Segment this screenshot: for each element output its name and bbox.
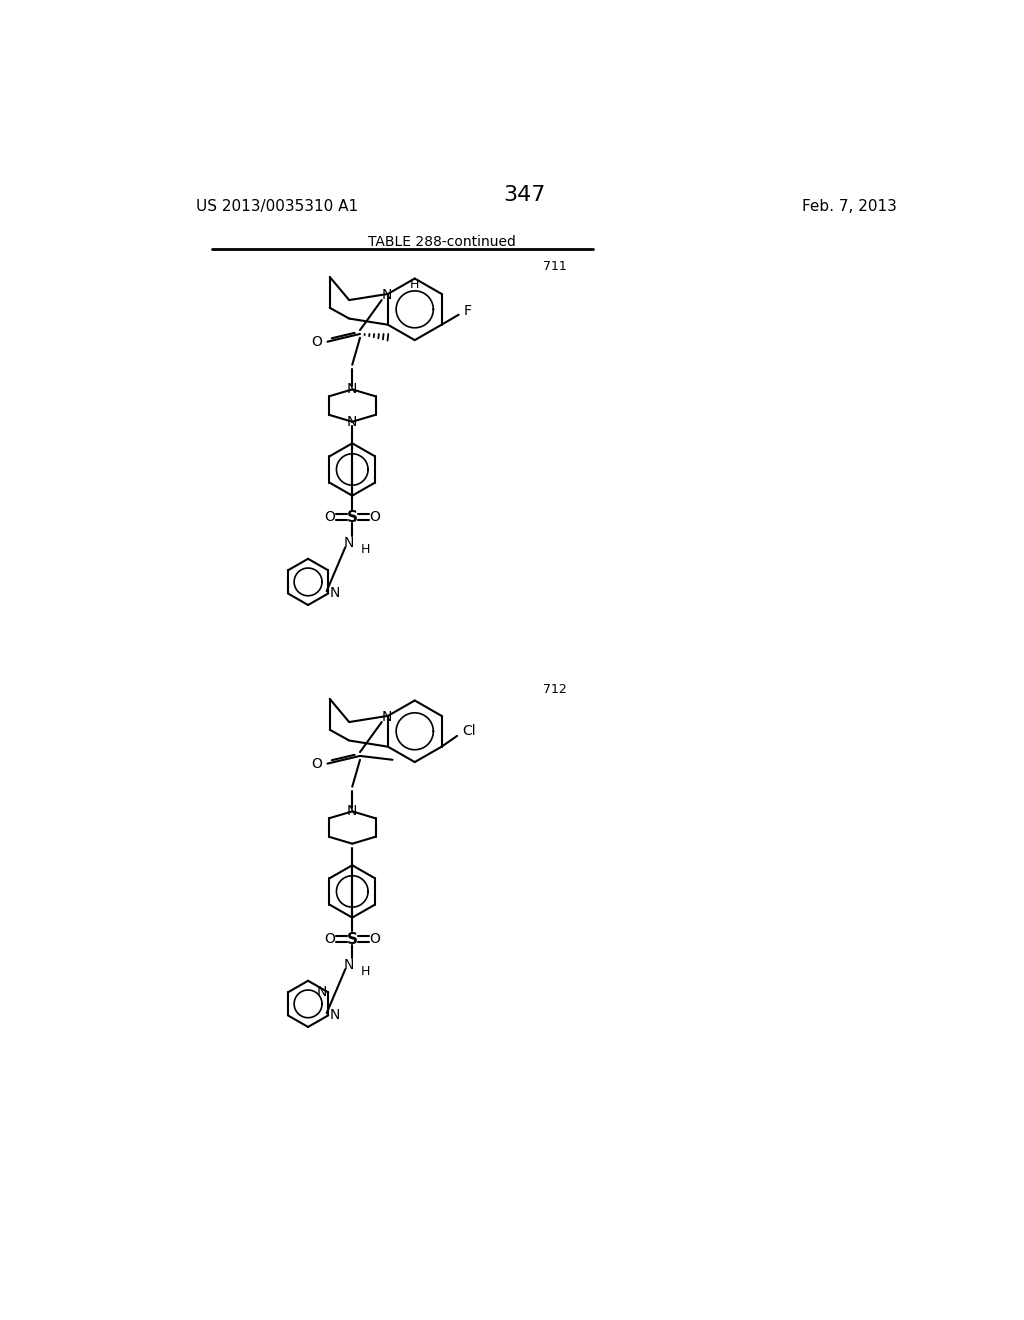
Text: O: O: [311, 756, 322, 771]
Text: S: S: [347, 932, 357, 946]
Text: Feb. 7, 2013: Feb. 7, 2013: [802, 198, 897, 214]
Text: O: O: [311, 335, 322, 348]
Text: N: N: [330, 1008, 340, 1023]
Text: F: F: [464, 304, 472, 318]
Text: N: N: [381, 288, 391, 302]
Text: H: H: [410, 279, 419, 292]
Text: S: S: [347, 510, 357, 525]
Text: O: O: [325, 511, 335, 524]
Text: TABLE 288-continued: TABLE 288-continued: [369, 235, 516, 248]
Text: H: H: [360, 965, 370, 978]
Text: O: O: [370, 932, 380, 946]
Text: N: N: [381, 710, 391, 723]
Text: 711: 711: [543, 260, 566, 273]
Text: Cl: Cl: [463, 725, 476, 738]
Text: N: N: [330, 586, 340, 601]
Text: H: H: [360, 543, 370, 556]
Text: O: O: [325, 932, 335, 946]
Text: N: N: [347, 383, 357, 396]
Text: N: N: [347, 804, 357, 818]
Text: US 2013/0035310 A1: US 2013/0035310 A1: [197, 198, 358, 214]
Text: N: N: [343, 958, 353, 973]
Text: 347: 347: [504, 185, 546, 206]
Text: N: N: [347, 414, 357, 429]
Text: N: N: [316, 985, 327, 999]
Text: O: O: [370, 511, 380, 524]
Text: N: N: [343, 536, 353, 550]
Text: 712: 712: [543, 684, 566, 696]
